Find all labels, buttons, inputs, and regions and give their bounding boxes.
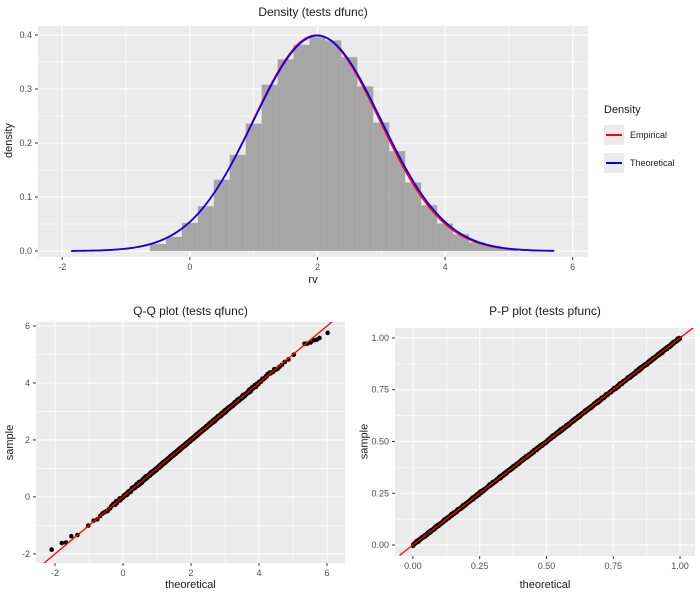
svg-text:0: 0 bbox=[187, 262, 192, 272]
x-tick-labels: 0.00 0.25 0.50 0.75 1.00 bbox=[404, 561, 689, 571]
qq-chart: -2 0 2 4 6 -2 0 2 4 6 Q-Q plot (tests qfunc) theo… bbox=[0, 300, 350, 600]
histogram-bars bbox=[149, 37, 517, 252]
svg-text:4: 4 bbox=[256, 568, 261, 578]
density-x-axis-label: rv bbox=[308, 274, 318, 286]
pp-chart: 0.00 0.25 0.50 0.75 1.00 0.00 0.25 0.50 0.75 1.00… bbox=[350, 300, 700, 600]
legend-label-empirical: Empirical bbox=[630, 130, 668, 140]
svg-text:0: 0 bbox=[25, 492, 30, 502]
qq-chart-title: Q-Q plot (tests qfunc) bbox=[133, 304, 248, 318]
qq-x-axis-label: theoretical bbox=[165, 579, 216, 591]
reference-line bbox=[43, 322, 333, 563]
svg-text:2: 2 bbox=[315, 262, 320, 272]
pp-plot-canvas: 0.00 0.25 0.50 0.75 1.00 0.00 0.25 0.50 0.75 1.00 bbox=[371, 328, 695, 571]
pp-y-axis-label: sample bbox=[358, 423, 371, 460]
legend-item-empirical: Empirical bbox=[604, 125, 700, 145]
major-grid bbox=[395, 328, 695, 556]
svg-text:-2: -2 bbox=[22, 549, 30, 559]
svg-text:2: 2 bbox=[189, 568, 194, 578]
svg-text:0.1: 0.1 bbox=[19, 192, 32, 202]
legend-title: Density bbox=[604, 104, 641, 116]
plot-content bbox=[70, 34, 555, 252]
major-grid bbox=[36, 322, 345, 563]
svg-text:1.00: 1.00 bbox=[371, 333, 389, 343]
empirical-line-swatch bbox=[606, 133, 622, 137]
svg-text:6: 6 bbox=[25, 321, 30, 331]
density-plot-canvas: -2 0 2 4 6 0.0 0.1 0.2 0.3 0.4 bbox=[19, 26, 588, 272]
svg-text:0.50: 0.50 bbox=[371, 436, 389, 446]
svg-text:0.25: 0.25 bbox=[471, 561, 489, 571]
svg-text:0.00: 0.00 bbox=[371, 540, 389, 550]
x-tick-labels: -2 0 2 4 6 bbox=[51, 568, 329, 578]
svg-text:0.0: 0.0 bbox=[19, 246, 32, 256]
svg-text:0.2: 0.2 bbox=[19, 138, 32, 148]
svg-text:0.75: 0.75 bbox=[371, 385, 389, 395]
axis-tick-marks bbox=[33, 325, 328, 566]
pp-chart-title: P-P plot (tests pfunc) bbox=[489, 304, 601, 318]
svg-text:0.00: 0.00 bbox=[404, 561, 422, 571]
svg-text:4: 4 bbox=[25, 378, 30, 388]
svg-text:-2: -2 bbox=[58, 262, 66, 272]
y-tick-labels: 0.0 0.1 0.2 0.3 0.4 bbox=[19, 30, 32, 256]
svg-text:-2: -2 bbox=[51, 568, 59, 578]
plot-content bbox=[43, 322, 333, 563]
qq-y-axis-label: sample bbox=[4, 424, 16, 461]
density-y-axis-label: density bbox=[3, 123, 15, 158]
density-chart: -2 0 2 4 6 0.0 0.1 0.2 0.3 0.4 Density (tests dfu… bbox=[3, 5, 700, 286]
legend-key-empirical bbox=[604, 125, 624, 145]
svg-text:0.4: 0.4 bbox=[19, 30, 32, 40]
svg-text:0.25: 0.25 bbox=[371, 488, 389, 498]
legend-item-theoretical: Theoretical bbox=[604, 153, 700, 173]
density-legend: Density Empirical Theoretical bbox=[604, 103, 700, 181]
svg-text:0.75: 0.75 bbox=[604, 561, 622, 571]
svg-text:6: 6 bbox=[324, 568, 329, 578]
theoretical-line-swatch bbox=[606, 161, 622, 165]
axis-tick-marks bbox=[392, 337, 681, 559]
svg-text:0.3: 0.3 bbox=[19, 84, 32, 94]
legend-label-theoretical: Theoretical bbox=[630, 158, 675, 168]
y-tick-labels: -2 0 2 4 6 bbox=[22, 321, 30, 559]
pp-x-axis-label: theoretical bbox=[519, 579, 571, 591]
svg-text:6: 6 bbox=[570, 262, 575, 272]
density-chart-title: Density (tests dfunc) bbox=[258, 5, 368, 19]
plot-content bbox=[399, 328, 694, 556]
svg-text:2: 2 bbox=[25, 435, 30, 445]
svg-text:1.00: 1.00 bbox=[671, 561, 689, 571]
qq-plot-canvas: -2 0 2 4 6 -2 0 2 4 6 bbox=[22, 321, 345, 578]
svg-text:0.50: 0.50 bbox=[538, 561, 556, 571]
axis-tick-marks bbox=[35, 34, 574, 260]
y-tick-labels: 0.00 0.25 0.50 0.75 1.00 bbox=[371, 333, 389, 550]
legend-key-theoretical bbox=[604, 153, 624, 173]
reference-line bbox=[399, 328, 694, 556]
theoretical-density-curve bbox=[70, 34, 555, 252]
svg-text:0: 0 bbox=[121, 568, 126, 578]
svg-text:4: 4 bbox=[443, 262, 448, 272]
x-tick-labels: -2 0 2 4 6 bbox=[58, 262, 575, 272]
